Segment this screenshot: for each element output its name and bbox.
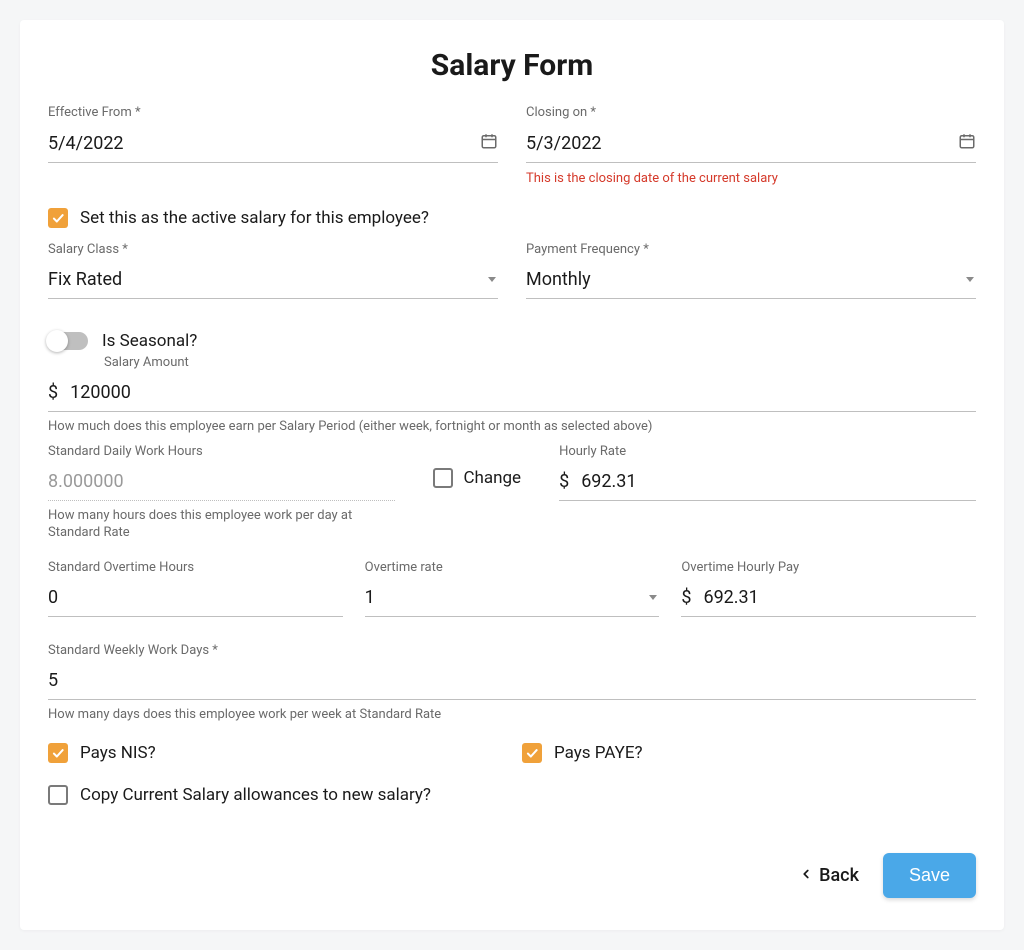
copy-allowances-row: Copy Current Salary allowances to new sa… bbox=[48, 785, 976, 805]
effective-from-value: 5/4/2022 bbox=[48, 133, 480, 154]
hourly-rate-label: Hourly Rate bbox=[559, 444, 976, 459]
pays-paye-checkbox[interactable] bbox=[522, 743, 542, 763]
seasonal-toggle[interactable] bbox=[48, 332, 88, 350]
effective-from-label: Effective From * bbox=[48, 105, 498, 120]
closing-on-hint: This is the closing date of the current … bbox=[526, 171, 976, 186]
save-button[interactable]: Save bbox=[883, 853, 976, 898]
std-overtime-hours-field: Standard Overtime Hours 0 bbox=[48, 560, 343, 617]
overtime-hourly-pay-field: Overtime Hourly Pay $ 692.31 bbox=[681, 560, 976, 617]
toggle-knob bbox=[46, 330, 68, 352]
overtime-hourly-pay-input[interactable]: $ 692.31 bbox=[681, 581, 976, 617]
currency-prefix: $ bbox=[681, 587, 691, 608]
overtime-hourly-pay-value: 692.31 bbox=[703, 587, 976, 608]
page-title: Salary Form bbox=[48, 48, 976, 83]
copy-allowances-checkbox[interactable] bbox=[48, 785, 68, 805]
pays-nis-row: Pays NIS? bbox=[48, 743, 502, 763]
overtime-rate-select[interactable]: 1 bbox=[365, 581, 660, 617]
calendar-icon[interactable] bbox=[480, 132, 498, 154]
overtime-row: Standard Overtime Hours 0 Overtime rate … bbox=[48, 560, 976, 621]
class-freq-row: Salary Class * Fix Rated Payment Frequen… bbox=[48, 242, 976, 303]
std-weekly-days-value: 5 bbox=[48, 670, 976, 691]
closing-on-label: Closing on * bbox=[526, 105, 976, 120]
currency-prefix: $ bbox=[48, 382, 58, 403]
hourly-rate-field: Hourly Rate $ 692.31 bbox=[559, 444, 976, 501]
overtime-hourly-pay-label: Overtime Hourly Pay bbox=[681, 560, 976, 575]
change-label: Change bbox=[463, 468, 521, 488]
active-salary-label: Set this as the active salary for this e… bbox=[80, 208, 429, 228]
std-daily-hours-field: Standard Daily Work Hours 8.000000 How m… bbox=[48, 444, 395, 542]
back-button[interactable]: Back bbox=[799, 865, 859, 886]
date-row: Effective From * 5/4/2022 Closing on * 5… bbox=[48, 105, 976, 190]
change-field: Change bbox=[433, 444, 521, 488]
std-weekly-days-field: Standard Weekly Work Days * 5 How many d… bbox=[48, 643, 976, 724]
payment-frequency-field: Payment Frequency * Monthly bbox=[526, 242, 976, 299]
pays-paye-label: Pays PAYE? bbox=[554, 743, 643, 763]
salary-amount-value: 120000 bbox=[70, 382, 976, 403]
chevron-down-icon bbox=[964, 270, 976, 289]
std-daily-hours-hint: How many hours does this employee work p… bbox=[48, 507, 395, 542]
form-footer: Back Save bbox=[48, 853, 976, 898]
overtime-rate-label: Overtime rate bbox=[365, 560, 660, 575]
salary-amount-field: $ 120000 How much does this employee ear… bbox=[48, 376, 976, 436]
payment-frequency-label: Payment Frequency * bbox=[526, 242, 976, 257]
closing-on-value: 5/3/2022 bbox=[526, 133, 958, 154]
overtime-rate-value: 1 bbox=[365, 587, 648, 608]
std-weekly-days-label: Standard Weekly Work Days * bbox=[48, 643, 976, 658]
change-checkbox[interactable] bbox=[433, 468, 453, 488]
active-salary-checkbox[interactable] bbox=[48, 208, 68, 228]
effective-from-input-wrap[interactable]: 5/4/2022 bbox=[48, 126, 498, 163]
salary-form-card: Salary Form Effective From * 5/4/2022 Cl… bbox=[20, 20, 1004, 930]
chevron-left-icon bbox=[799, 865, 813, 886]
salary-class-select[interactable]: Fix Rated bbox=[48, 263, 498, 299]
salary-amount-hint: How much does this employee earn per Sal… bbox=[48, 418, 976, 436]
back-button-label: Back bbox=[819, 865, 859, 886]
salary-amount-label: Salary Amount bbox=[104, 355, 976, 370]
active-salary-row: Set this as the active salary for this e… bbox=[48, 208, 976, 228]
pays-paye-row: Pays PAYE? bbox=[522, 743, 976, 763]
salary-class-value: Fix Rated bbox=[48, 269, 486, 290]
hourly-rate-value: 692.31 bbox=[581, 471, 976, 492]
chevron-down-icon bbox=[486, 270, 498, 289]
salary-class-label: Salary Class * bbox=[48, 242, 498, 257]
effective-from-field: Effective From * 5/4/2022 bbox=[48, 105, 498, 186]
tax-check-row: Pays NIS? Pays PAYE? bbox=[48, 743, 976, 763]
closing-on-field: Closing on * 5/3/2022 This is the closin… bbox=[526, 105, 976, 186]
std-overtime-hours-label: Standard Overtime Hours bbox=[48, 560, 343, 575]
overtime-rate-field: Overtime rate 1 bbox=[365, 560, 660, 617]
salary-amount-input[interactable]: $ 120000 bbox=[48, 376, 976, 412]
std-overtime-hours-value: 0 bbox=[48, 587, 343, 608]
seasonal-row: Is Seasonal? bbox=[48, 331, 976, 351]
calendar-icon[interactable] bbox=[958, 132, 976, 154]
std-daily-hours-value: 8.000000 bbox=[48, 471, 395, 492]
seasonal-label: Is Seasonal? bbox=[102, 331, 197, 351]
std-weekly-days-hint: How many days does this employee work pe… bbox=[48, 706, 976, 724]
salary-class-field: Salary Class * Fix Rated bbox=[48, 242, 498, 299]
payment-frequency-value: Monthly bbox=[526, 269, 964, 290]
pays-nis-checkbox[interactable] bbox=[48, 743, 68, 763]
pays-nis-label: Pays NIS? bbox=[80, 743, 156, 763]
hours-rate-row: Standard Daily Work Hours 8.000000 How m… bbox=[48, 444, 976, 546]
currency-prefix: $ bbox=[559, 471, 569, 492]
chevron-down-icon bbox=[647, 588, 659, 607]
std-daily-hours-input[interactable]: 8.000000 bbox=[48, 465, 395, 501]
copy-allowances-label: Copy Current Salary allowances to new sa… bbox=[80, 785, 431, 805]
closing-on-input-wrap[interactable]: 5/3/2022 bbox=[526, 126, 976, 163]
std-weekly-days-input[interactable]: 5 bbox=[48, 664, 976, 700]
hourly-rate-input[interactable]: $ 692.31 bbox=[559, 465, 976, 501]
std-daily-hours-label: Standard Daily Work Hours bbox=[48, 444, 395, 459]
payment-frequency-select[interactable]: Monthly bbox=[526, 263, 976, 299]
std-overtime-hours-input[interactable]: 0 bbox=[48, 581, 343, 617]
